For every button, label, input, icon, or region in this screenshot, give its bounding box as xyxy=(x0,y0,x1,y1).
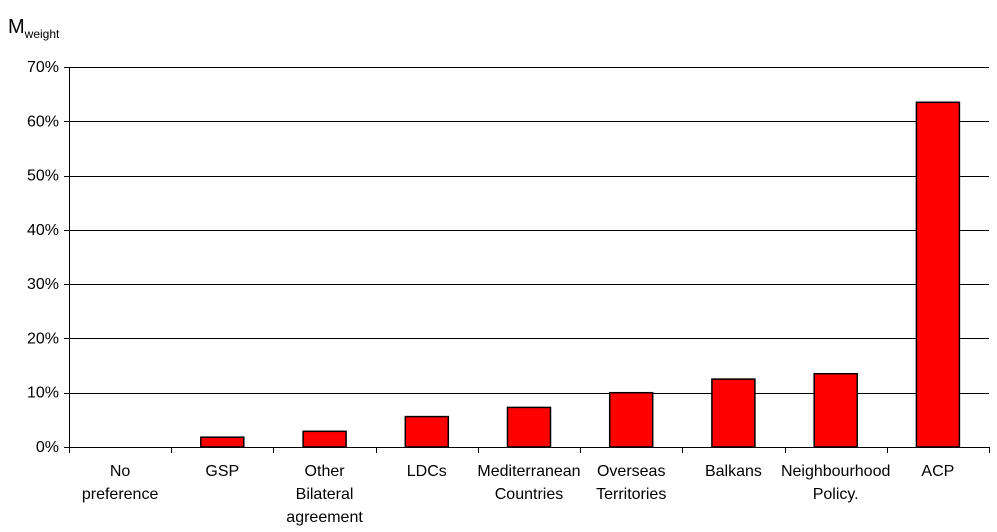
y-axis-title-subscript: weight xyxy=(24,27,60,41)
bar xyxy=(711,378,756,448)
x-tick-label: Mediterranean Countries xyxy=(477,463,580,503)
bar xyxy=(404,415,450,448)
y-tick-label: 0% xyxy=(36,439,59,456)
x-tick-label: ACP xyxy=(921,463,954,480)
y-tick-label: 50% xyxy=(27,168,59,185)
x-tick-label: GSP xyxy=(205,463,239,480)
y-tick-label: 40% xyxy=(27,222,59,239)
bar xyxy=(506,406,552,448)
x-tick-label: Overseas Territories xyxy=(596,463,666,503)
x-tick-label: Other Bilateral agreement xyxy=(286,463,363,526)
x-tick-label: Neighbourhood Policy. xyxy=(781,463,890,503)
y-tick-label: 30% xyxy=(27,276,59,293)
bar xyxy=(915,101,961,448)
y-tick-labels: 0% 10% 20% 30% 40% 50% 60% 70% xyxy=(27,59,59,456)
axes xyxy=(64,67,990,453)
y-tick-label: 10% xyxy=(27,385,59,402)
bar xyxy=(200,436,245,448)
bar xyxy=(302,430,347,448)
y-axis-title: Mweight xyxy=(8,16,60,41)
x-tick-label: LDCs xyxy=(407,463,447,480)
x-tick-label: No preference xyxy=(82,463,159,503)
y-axis-title-main: M xyxy=(8,16,25,38)
bars xyxy=(200,101,961,448)
gridlines xyxy=(69,67,989,394)
x-tick-labels: No preference GSP Other Bilateral agreement LD… xyxy=(82,463,954,526)
y-tick-label: 60% xyxy=(27,113,59,130)
bar xyxy=(813,372,858,448)
bar xyxy=(608,391,654,448)
x-tick-label: Balkans xyxy=(705,463,762,480)
y-tick-label: 70% xyxy=(27,59,59,76)
y-tick-label: 20% xyxy=(27,330,59,347)
